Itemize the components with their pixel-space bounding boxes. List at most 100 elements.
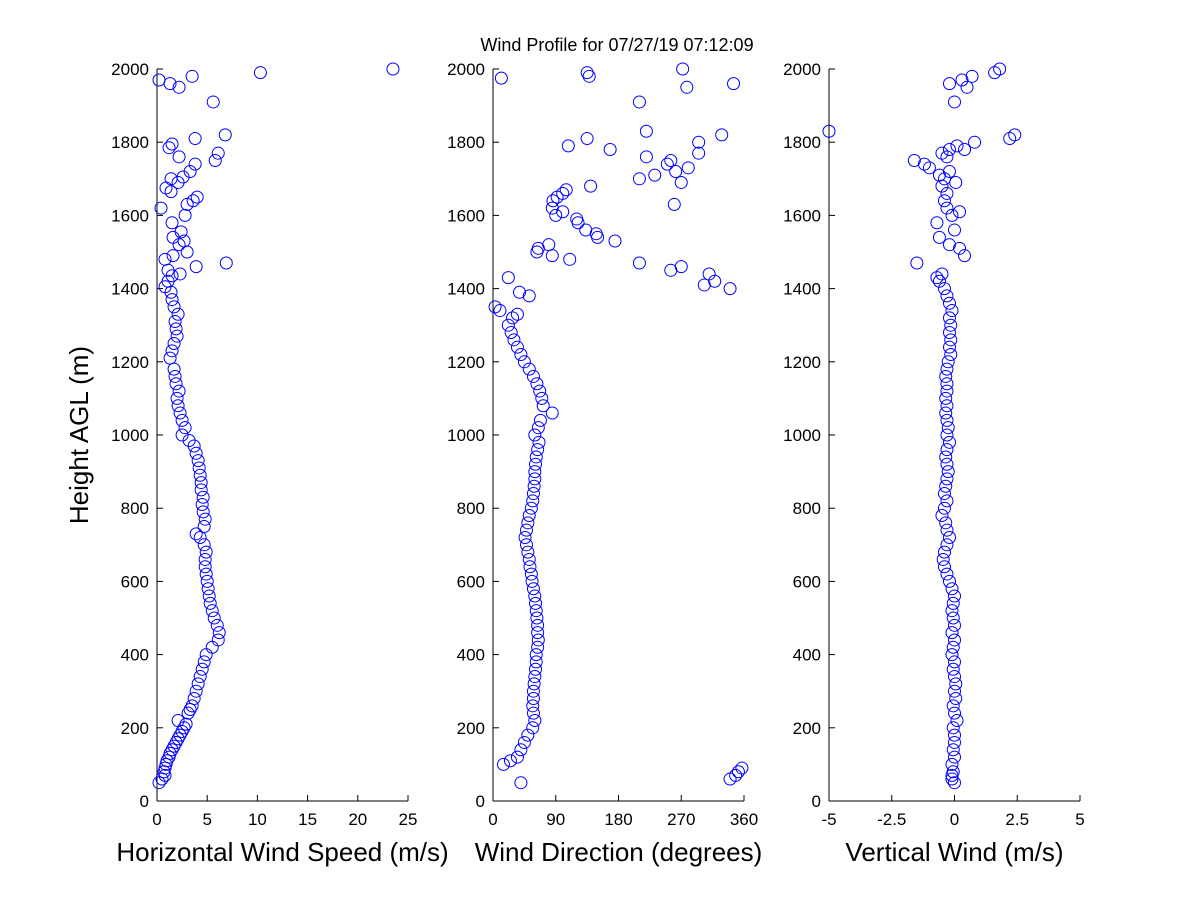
x-tick-label: -2.5 [877,810,906,829]
data-point [603,143,617,157]
data-point [185,699,199,713]
data-point [514,743,528,757]
data-point [172,150,186,164]
data-point [171,399,185,413]
y-tick-label: 400 [793,646,821,665]
data-point [192,461,206,475]
data-point [940,413,954,427]
data-point [582,69,596,83]
data-point [681,161,695,175]
data-point [253,66,267,80]
y-tick-label: 1800 [783,133,821,152]
data-point [940,567,954,581]
y-tick-label: 2000 [783,60,821,79]
data-point [494,71,508,85]
data-point [910,256,924,270]
data-point [546,194,560,208]
data-point [206,95,220,109]
data-point [529,662,543,676]
data-point [958,143,972,157]
data-point [940,201,954,215]
data-point [948,735,961,749]
data-point [942,77,956,91]
data-point [529,450,543,464]
data-point [193,468,207,482]
data-point [530,611,544,625]
data-point [512,285,526,299]
data-point [154,201,168,215]
data-point [960,80,974,94]
data-point [531,443,545,457]
data-point [178,421,192,435]
data-point [170,329,184,343]
data-point [935,509,949,523]
data-point [942,296,956,310]
data-point [940,186,954,200]
data-point [940,399,954,413]
data-point [186,194,200,208]
data-point [660,157,674,171]
data-point [948,618,961,632]
data-point [942,340,956,354]
data-point [945,648,959,662]
data-point [488,300,502,314]
data-point [937,545,951,559]
data-point [167,362,181,376]
x-tick-label: -5 [821,810,836,829]
data-point [955,73,969,87]
y-tick-label: 800 [793,499,821,518]
data-point [189,260,203,274]
data-point [203,596,217,610]
data-point [531,618,545,632]
data-point [946,699,960,713]
data-point [648,168,662,182]
data-point [504,326,518,340]
y-tick-label: 1400 [447,280,485,299]
data-point [162,141,176,155]
data-point [632,256,646,270]
data-point [958,249,972,263]
data-point [529,648,543,662]
data-point [946,662,960,676]
y-tick-label: 1600 [783,206,821,225]
data-point [174,225,188,239]
data-point [937,194,951,208]
data-point [191,454,205,468]
data-point [946,611,960,625]
data-point [608,234,622,248]
data-point [193,530,207,544]
data-series [152,62,400,790]
data-point [386,62,400,76]
y-tick-label: 800 [457,499,485,518]
data-point [169,377,183,391]
data-point [532,435,546,449]
data-point [932,168,946,182]
panel-speed: 0 200 400 600 800 1000 1200 1400 1600 1800 2000 0 5 1… [111,60,449,867]
data-point [664,154,678,167]
data-point [528,670,542,684]
data-point [531,421,545,435]
data-point [935,267,949,281]
data-point [523,560,537,574]
data-point [191,677,205,691]
data-point [197,520,211,533]
data-point [152,73,166,87]
data-point [166,249,180,263]
data-point [917,157,931,171]
data-point [940,472,954,486]
data-point [948,670,961,684]
data-point [945,604,959,618]
data-point [493,304,507,318]
data-point [163,746,177,760]
data-point [503,754,517,768]
data-point [160,754,174,768]
x-tick-label: 25 [399,810,418,829]
data-point [531,633,545,647]
data-point [735,761,749,775]
data-point [945,208,959,222]
data-point [527,677,541,691]
y-tick-label: 200 [121,719,149,738]
data-point [211,633,225,647]
data-point [692,135,706,149]
data-point [580,132,594,146]
